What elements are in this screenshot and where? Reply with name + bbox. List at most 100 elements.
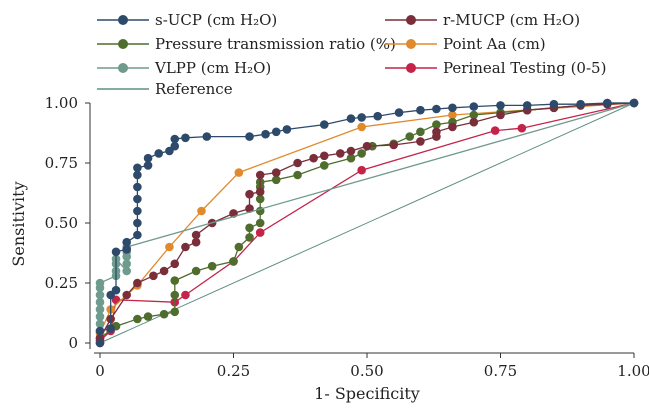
legend-label: Pressure transmission ratio (%): [155, 35, 396, 53]
legend-marker: [118, 63, 128, 73]
data-point: [95, 319, 105, 329]
data-point: [469, 102, 479, 111]
data-point: [261, 129, 270, 139]
y-axis-title: Sensitivity: [9, 181, 28, 266]
data-point: [245, 233, 254, 242]
data-point: [181, 133, 190, 143]
data-point: [154, 149, 164, 158]
legend-marker: [406, 39, 416, 49]
data-point: [346, 153, 356, 163]
data-point: [95, 278, 105, 288]
x-axis-title: 1- Specificity: [314, 384, 420, 403]
data-point: [122, 237, 131, 247]
y-tick-label: 1.00: [45, 94, 78, 112]
data-point: [416, 127, 425, 137]
x-tick-label: 0.75: [484, 362, 517, 380]
data-point: [165, 242, 174, 252]
data-point: [170, 307, 180, 317]
data-point: [293, 158, 302, 168]
data-point: [346, 146, 356, 156]
legend-label: Perineal Testing (0-5): [443, 59, 606, 77]
data-point: [133, 278, 142, 288]
data-point: [490, 126, 500, 135]
data-point: [191, 266, 201, 276]
x-tick-label: 1.00: [617, 362, 649, 380]
data-point: [469, 110, 479, 120]
data-point: [111, 247, 121, 257]
data-point: [143, 153, 153, 163]
legend-marker: [406, 63, 416, 73]
data-point: [394, 108, 404, 117]
data-point: [143, 312, 153, 321]
data-point: [133, 206, 142, 216]
data-point: [245, 223, 254, 233]
plot-area: [95, 98, 639, 348]
data-point: [432, 120, 441, 129]
data-point: [133, 230, 142, 240]
data-point: [133, 182, 142, 192]
data-point: [106, 324, 115, 333]
data-point: [319, 161, 329, 170]
legend-item-s-ucp-cm-h-o: s-UCP (cm H₂O): [97, 11, 277, 29]
data-point: [271, 175, 281, 185]
data-point: [362, 141, 372, 151]
data-point: [255, 218, 265, 228]
data-point: [255, 194, 265, 204]
data-point: [432, 127, 441, 137]
legend-marker: [406, 15, 416, 25]
y-tick-label: 0.75: [45, 154, 78, 172]
data-point: [346, 114, 356, 123]
legend-item-point-aa-cm: Point Aa (cm): [385, 35, 546, 53]
data-point: [191, 237, 201, 247]
legend-item-pressure-transmission-ratio: Pressure transmission ratio (%): [97, 35, 396, 53]
data-point: [133, 314, 142, 324]
axes: 0 0.25 0.50 0.75 1.00 0 0.25 0.50 0.75 1.00: [45, 94, 649, 380]
data-point: [319, 151, 329, 161]
legend-label: Reference: [155, 80, 233, 98]
data-point: [448, 110, 457, 120]
data-point: [149, 271, 158, 281]
data-point: [271, 168, 281, 177]
y-tick-label: 0.25: [45, 274, 78, 292]
data-point: [159, 266, 169, 276]
data-point: [319, 120, 329, 129]
y-tick-label: 0.50: [45, 214, 78, 232]
data-point: [496, 101, 505, 110]
data-point: [133, 194, 142, 204]
data-point: [170, 134, 180, 144]
data-point: [122, 245, 131, 254]
data-point: [309, 153, 318, 163]
data-point: [229, 257, 238, 266]
data-point: [122, 259, 131, 269]
data-point: [522, 101, 532, 110]
legend: s-UCP (cm H₂O) r-MUCP (cm H₂O) Pressure tr…: [97, 11, 606, 98]
data-point: [255, 187, 265, 197]
data-point: [181, 242, 190, 252]
data-point: [549, 99, 559, 109]
legend-item-reference: Reference: [97, 80, 233, 98]
data-point: [95, 297, 105, 307]
data-point: [576, 99, 585, 109]
data-point: [517, 123, 527, 133]
data-point: [603, 98, 612, 108]
data-point: [159, 309, 169, 319]
data-point: [336, 149, 345, 158]
legend-item-r-mucp-cm-h-o: r-MUCP (cm H₂O): [385, 11, 580, 29]
data-point: [245, 189, 254, 199]
data-point: [245, 204, 254, 213]
data-point: [255, 170, 265, 180]
data-point: [133, 170, 142, 180]
data-point: [95, 338, 105, 348]
data-point: [197, 206, 206, 216]
data-point: [170, 141, 180, 151]
x-tick-label: 0: [95, 362, 105, 380]
legend-label: Point Aa (cm): [443, 35, 546, 53]
data-point: [143, 161, 153, 170]
data-point: [405, 132, 415, 141]
data-point: [357, 113, 366, 122]
series-line: [99, 102, 635, 344]
legend-label: VLPP (cm H₂O): [154, 59, 271, 77]
data-point: [133, 218, 142, 228]
series-reference: [99, 102, 635, 344]
